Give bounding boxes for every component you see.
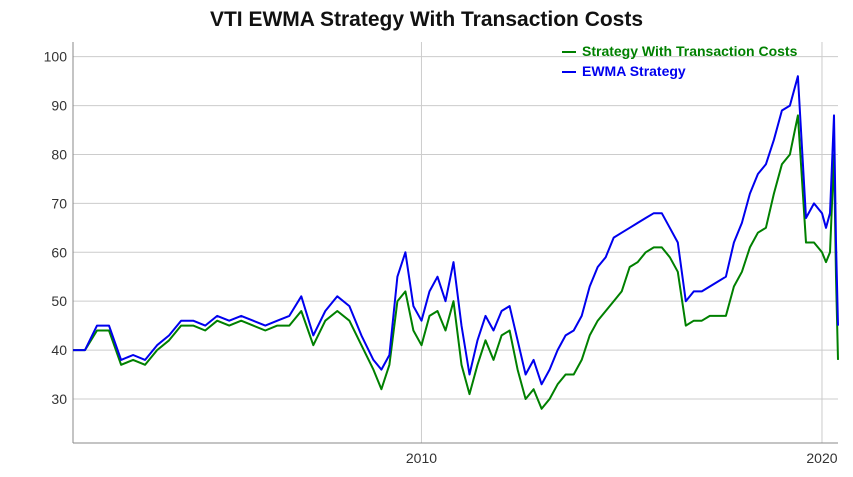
x-tick-label: 2020 bbox=[806, 450, 837, 466]
x-tick-label: 2010 bbox=[406, 450, 437, 466]
y-tick-labels: 30 40 50 60 70 80 90 100 bbox=[44, 49, 68, 407]
legend-label: Strategy With Transaction Costs bbox=[582, 43, 798, 59]
legend-item: EWMA Strategy bbox=[562, 63, 686, 79]
legend-swatch bbox=[562, 51, 576, 54]
series-line-1 bbox=[73, 114, 839, 410]
y-tick-label: 70 bbox=[51, 195, 67, 211]
y-tick-label: 50 bbox=[51, 293, 67, 309]
legend-item: Strategy With Transaction Costs bbox=[562, 43, 797, 59]
x-tick-labels: 2010 2020 bbox=[406, 450, 838, 466]
axes bbox=[72, 42, 838, 444]
y-tick-label: 40 bbox=[51, 342, 67, 358]
y-tick-label: 90 bbox=[51, 98, 67, 114]
y-tick-label: 60 bbox=[51, 244, 67, 260]
y-tick-label: 30 bbox=[51, 391, 67, 407]
series-lines bbox=[73, 75, 839, 410]
y-tick-label: 100 bbox=[44, 49, 68, 65]
chart-title: VTI EWMA Strategy With Transaction Costs bbox=[209, 8, 644, 31]
grid bbox=[73, 42, 838, 443]
y-tick-label: 80 bbox=[51, 146, 67, 162]
legend-swatch bbox=[562, 71, 576, 74]
series-line-2 bbox=[73, 75, 839, 386]
legend-label: EWMA Strategy bbox=[582, 63, 686, 79]
